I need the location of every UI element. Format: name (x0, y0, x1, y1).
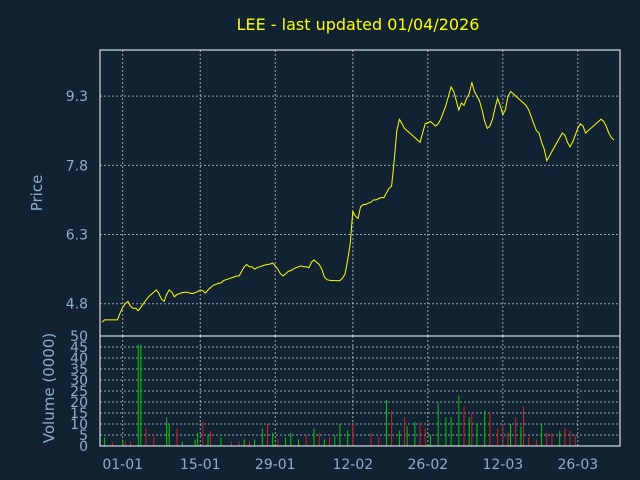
x-tick-label: 29-01 (255, 457, 296, 473)
volume-y-tick: 5 (79, 428, 88, 444)
volume-y-tick: 15 (70, 406, 88, 422)
x-tick-label: 01-01 (102, 457, 143, 473)
volume-plot-frame (99, 335, 621, 447)
volume-y-tick: 0 (79, 439, 88, 455)
price-line (101, 82, 615, 323)
chart-title: LEE - last updated 01/04/2026 (237, 15, 480, 34)
x-tick-label: 26-02 (407, 457, 448, 473)
price-y-tick: 9.3 (66, 89, 88, 105)
volume-y-tick: 45 (70, 340, 88, 356)
volume-y-tick: 50 (70, 329, 88, 345)
x-tick-label: 12-02 (332, 457, 373, 473)
volume-y-tick: 10 (70, 417, 88, 433)
price-y-tick: 6.3 (66, 228, 88, 244)
volume-y-tick: 20 (70, 395, 88, 411)
x-tick-label: 26-03 (557, 457, 598, 473)
x-tick-label: 12-03 (482, 457, 523, 473)
volume-axis-label: Volume (0000) (40, 333, 58, 443)
volume-y-tick: 30 (70, 373, 88, 389)
volume-y-tick: 40 (70, 351, 88, 367)
price-plot-frame (99, 49, 621, 337)
volume-y-tick: 35 (70, 362, 88, 378)
x-tick-label: 15-01 (180, 457, 221, 473)
price-y-tick: 4.8 (66, 297, 88, 313)
price-axis-label: Price (28, 175, 46, 212)
volume-y-tick: 25 (70, 384, 88, 400)
price-y-tick: 7.8 (66, 158, 88, 174)
price-panel: 4.8 6.3 7.8 9.3 Price (28, 49, 621, 337)
